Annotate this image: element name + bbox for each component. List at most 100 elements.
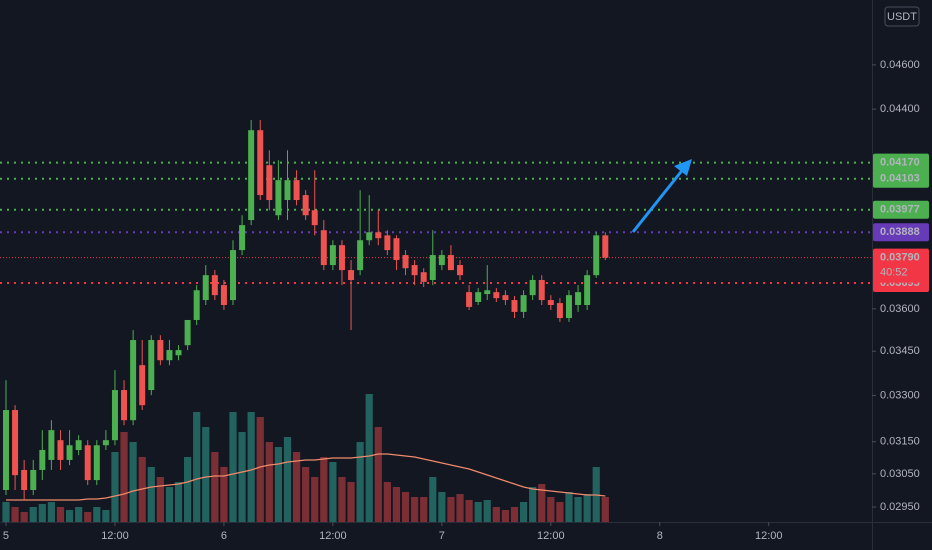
price-tag — [873, 153, 929, 172]
volume-bar — [601, 497, 609, 522]
volume-bar — [574, 497, 582, 522]
candle-body — [48, 430, 55, 460]
volume-bar — [156, 477, 164, 522]
volume-bar — [401, 492, 410, 522]
axis-layer: 0.04600 0.04400 0.03600 0.03450 0.03300 0.031… — [3, 59, 929, 542]
candle-body — [266, 165, 273, 201]
candle-body — [293, 180, 300, 201]
candle-body — [447, 255, 454, 271]
volume-bar — [220, 467, 228, 522]
candle-body — [121, 390, 128, 421]
candle-body — [248, 130, 255, 221]
volume-bar — [111, 452, 119, 522]
volume-bar — [447, 497, 455, 522]
candle-body — [602, 235, 609, 258]
volume-layer — [2, 394, 609, 522]
price-tag — [873, 200, 929, 219]
candle-body — [311, 210, 318, 226]
volume-bar — [11, 507, 19, 522]
candle-body — [39, 450, 46, 470]
candle-body — [384, 235, 391, 251]
candle-body — [366, 232, 373, 241]
price-tag-label: 0.03977 — [880, 204, 920, 216]
candle-body — [593, 235, 600, 276]
volume-bar — [320, 457, 328, 522]
volume-bar — [2, 502, 10, 522]
candle-body — [257, 130, 264, 196]
volume-bar — [283, 437, 292, 522]
price-tag-label: 0.03888 — [880, 226, 920, 238]
volume-bar — [438, 492, 446, 522]
volume-bar — [538, 484, 546, 522]
volume-bar — [347, 482, 355, 522]
y-tick-label: 0.03150 — [880, 436, 920, 448]
volume-bar — [392, 487, 401, 522]
candle-body — [93, 445, 100, 481]
volume-bar — [565, 492, 573, 522]
volume-bar — [65, 510, 74, 522]
candle-body — [457, 265, 464, 276]
arrow-head — [674, 159, 692, 176]
price-tag — [873, 169, 929, 188]
volume-bar — [75, 507, 83, 522]
x-tick-label: 7 — [439, 530, 445, 542]
candle-body — [520, 295, 527, 312]
volume-bar — [211, 452, 219, 522]
y-tick-label: 0.03450 — [880, 345, 920, 357]
candle-body — [493, 292, 500, 299]
price-tag-label: 0.03790 — [880, 252, 920, 264]
volume-bar — [483, 500, 491, 522]
y-tick-label: 0.02950 — [880, 501, 920, 513]
candle-body — [411, 265, 418, 276]
candle-body — [375, 232, 382, 239]
x-tick-label: 12:00 — [755, 530, 783, 542]
volume-bar — [147, 467, 155, 522]
volume-bar — [501, 510, 510, 522]
volume-bar — [529, 487, 537, 522]
candle-body — [157, 340, 164, 361]
volume-bar — [311, 477, 319, 522]
candle-body — [230, 250, 237, 301]
volume-bar — [265, 442, 273, 522]
price-tag-label: 0.04103 — [880, 173, 920, 185]
candle-body — [475, 292, 482, 302]
candle-body — [211, 275, 218, 296]
volume-bar — [292, 452, 301, 522]
candle-body — [575, 292, 582, 306]
candle-body — [338, 245, 345, 271]
candle-body — [438, 255, 445, 266]
candle-body — [320, 230, 327, 266]
candle-body — [84, 445, 91, 481]
volume-bar — [47, 502, 55, 522]
volume-bar — [329, 462, 337, 522]
candle-body — [66, 445, 73, 460]
volume-bar — [202, 427, 210, 522]
volume-bar — [29, 507, 37, 522]
arrow-shaft — [631, 167, 686, 233]
volume-bar — [184, 457, 192, 522]
x-tick-label: 5 — [3, 530, 9, 542]
y-tick-label: 0.03300 — [880, 389, 920, 401]
volume-bar — [420, 497, 428, 522]
candle-body — [184, 319, 191, 346]
x-tick-label: 12:00 — [537, 530, 565, 542]
x-tick-label: 6 — [221, 530, 227, 542]
volume-bar — [247, 412, 255, 522]
y-tick-label: 0.04400 — [880, 103, 920, 115]
candle-body — [193, 290, 200, 320]
x-tick-label: 12:00 — [101, 530, 129, 542]
y-tick-label: 0.03600 — [880, 303, 920, 315]
volume-bar — [429, 477, 437, 522]
candle-body — [284, 180, 291, 201]
volume-bar — [93, 507, 101, 522]
volume-bar — [365, 394, 373, 522]
price-countdown: 40:52 — [880, 267, 908, 279]
candle-body — [102, 440, 109, 446]
x-tick-label: 12:00 — [319, 530, 347, 542]
currency-box[interactable] — [884, 6, 920, 27]
volume-bar — [274, 447, 283, 522]
volume-bar — [492, 507, 500, 522]
candle-body — [111, 390, 118, 441]
candle-body — [30, 469, 37, 490]
volume-bar — [193, 412, 201, 522]
